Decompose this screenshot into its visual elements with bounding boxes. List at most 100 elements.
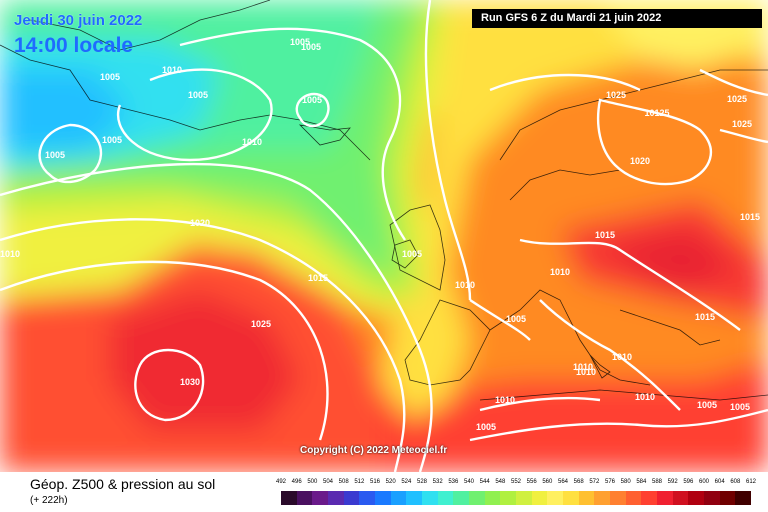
legend-tick-label: 584 — [636, 479, 647, 485]
legend-swatch — [281, 491, 298, 505]
legend-tick-label: 496 — [291, 479, 302, 485]
legend-tick-label: 504 — [322, 479, 334, 485]
isobar-label: 1005 — [697, 400, 717, 410]
isobar-label: 1005 — [290, 37, 310, 47]
legend-tick-label: 540 — [463, 479, 475, 485]
color-legend: 492 496 500 504 508 512 516 520 524 528 532 536 540 5… — [276, 479, 756, 507]
legend-tick-label: 552 — [510, 479, 522, 485]
isobar-label: 1005 — [402, 249, 422, 259]
legend-tick-label: 520 — [385, 479, 396, 485]
chart-title: Géop. Z500 & pression au sol — [30, 476, 216, 492]
legend-tick-label: 492 — [275, 479, 287, 485]
isobar-label: 1020 — [630, 156, 650, 166]
legend-tick-label: 608 — [730, 479, 741, 485]
legend-swatch — [469, 491, 486, 505]
isobar-label: 1010 — [495, 395, 515, 405]
isobar-label: 1010 — [455, 280, 475, 290]
legend-tick-label: 516 — [369, 479, 381, 485]
legend-tick-label: 508 — [338, 479, 349, 485]
legend-tick-label: 576 — [604, 479, 616, 485]
legend-swatch — [500, 491, 517, 505]
isobar-label: 1005 — [102, 135, 122, 145]
legend-tick-label: 564 — [557, 479, 569, 485]
isobar-label: 1010 — [612, 352, 632, 362]
isobar-label: 1005 — [476, 422, 496, 432]
legend-tick-label: 596 — [683, 479, 694, 485]
isobar-label: 1025 — [251, 319, 271, 329]
legend-swatch — [657, 491, 674, 505]
legend-swatch — [375, 491, 392, 505]
isobar-label: 1005 — [45, 150, 65, 160]
legend-swatch — [735, 491, 752, 505]
forecast-date: Jeudi 30 juin 2022 — [14, 12, 143, 29]
legend-swatch — [547, 491, 564, 505]
legend-swatch — [390, 491, 407, 505]
legend-tick-label: 548 — [495, 479, 506, 485]
isobar-label: 1015 — [595, 230, 615, 240]
legend-tick-label: 572 — [589, 479, 600, 485]
legend-swatch — [422, 491, 439, 505]
isobar-label: 1005 — [506, 314, 526, 324]
forecast-lead-time: (+ 222h) — [30, 495, 68, 506]
isobar-labels: 1010100510051005100510051005100510101020… — [0, 37, 760, 432]
legend-swatch — [484, 491, 501, 505]
isobar-label: 1010 — [576, 367, 596, 377]
legend-swatch — [516, 491, 533, 505]
legend-tick-label: 588 — [651, 479, 663, 485]
legend-swatch — [641, 491, 658, 505]
isobar-label: 1010 — [550, 267, 570, 277]
legend-tick-label: 600 — [698, 479, 710, 485]
legend-tick-label: 500 — [307, 479, 318, 485]
isobar-label: 1010 — [635, 392, 655, 402]
legend-swatch — [688, 491, 705, 505]
geopotential-field — [0, 0, 768, 472]
isobar-label: 1020 — [190, 218, 210, 228]
legend-tick-label: 536 — [448, 479, 459, 485]
legend-swatch — [594, 491, 611, 505]
legend-tick-label: 604 — [714, 479, 725, 485]
model-run-banner: Run GFS 6 Z du Mardi 21 juin 2022 — [472, 9, 762, 28]
isobar-label: 1025 — [727, 94, 747, 104]
legend-tick-label: 568 — [573, 479, 584, 485]
copyright-text: Copyright (C) 2022 Meteociel.fr — [300, 445, 448, 456]
legend-tick-label: 512 — [354, 479, 365, 485]
isobar-label: 1005 — [302, 95, 322, 105]
legend-tick-label: 592 — [667, 479, 678, 485]
legend-swatch — [563, 491, 580, 505]
isobars — [0, 0, 768, 472]
legend-tick-label: 580 — [620, 479, 631, 485]
legend-swatch — [406, 491, 423, 505]
isobar-label: 10125 — [644, 108, 669, 118]
isobar-label: 1010 — [162, 65, 182, 75]
isobar-label: 1005 — [100, 72, 120, 82]
legend-swatch — [343, 491, 360, 505]
legend-swatch — [610, 491, 627, 505]
legend-swatch — [437, 491, 454, 505]
isobar-label: 1005 — [188, 90, 208, 100]
legend-swatch — [704, 491, 721, 505]
isobar-label: 1025 — [606, 90, 626, 100]
legend-swatch — [328, 491, 345, 505]
legend-tick-label: 544 — [479, 479, 490, 485]
isobar-label: 1010 — [573, 362, 593, 372]
isobar-label: 1015 — [308, 273, 328, 283]
isobar-label: 1025 — [732, 119, 752, 129]
isobar-label: 1015 — [695, 312, 715, 322]
legend-tick-label: 560 — [542, 479, 553, 485]
legend-swatch — [296, 491, 313, 505]
legend-swatch — [672, 491, 689, 505]
legend-tick-label: 528 — [416, 479, 428, 485]
isobar-label: 1010 — [242, 137, 262, 147]
coastlines — [0, 0, 768, 401]
legend-swatch — [531, 491, 548, 505]
legend-tick-label: 524 — [401, 479, 412, 485]
forecast-time: 14:00 locale — [14, 34, 134, 57]
legend-tick-label: 612 — [745, 479, 757, 485]
legend-swatch — [578, 491, 595, 505]
isobar-label: 1010 — [0, 249, 20, 259]
isobar-label: 1005 — [301, 42, 321, 52]
isobar-label: 1030 — [180, 377, 200, 387]
legend-swatch — [625, 491, 642, 505]
legend-swatch — [719, 491, 736, 505]
